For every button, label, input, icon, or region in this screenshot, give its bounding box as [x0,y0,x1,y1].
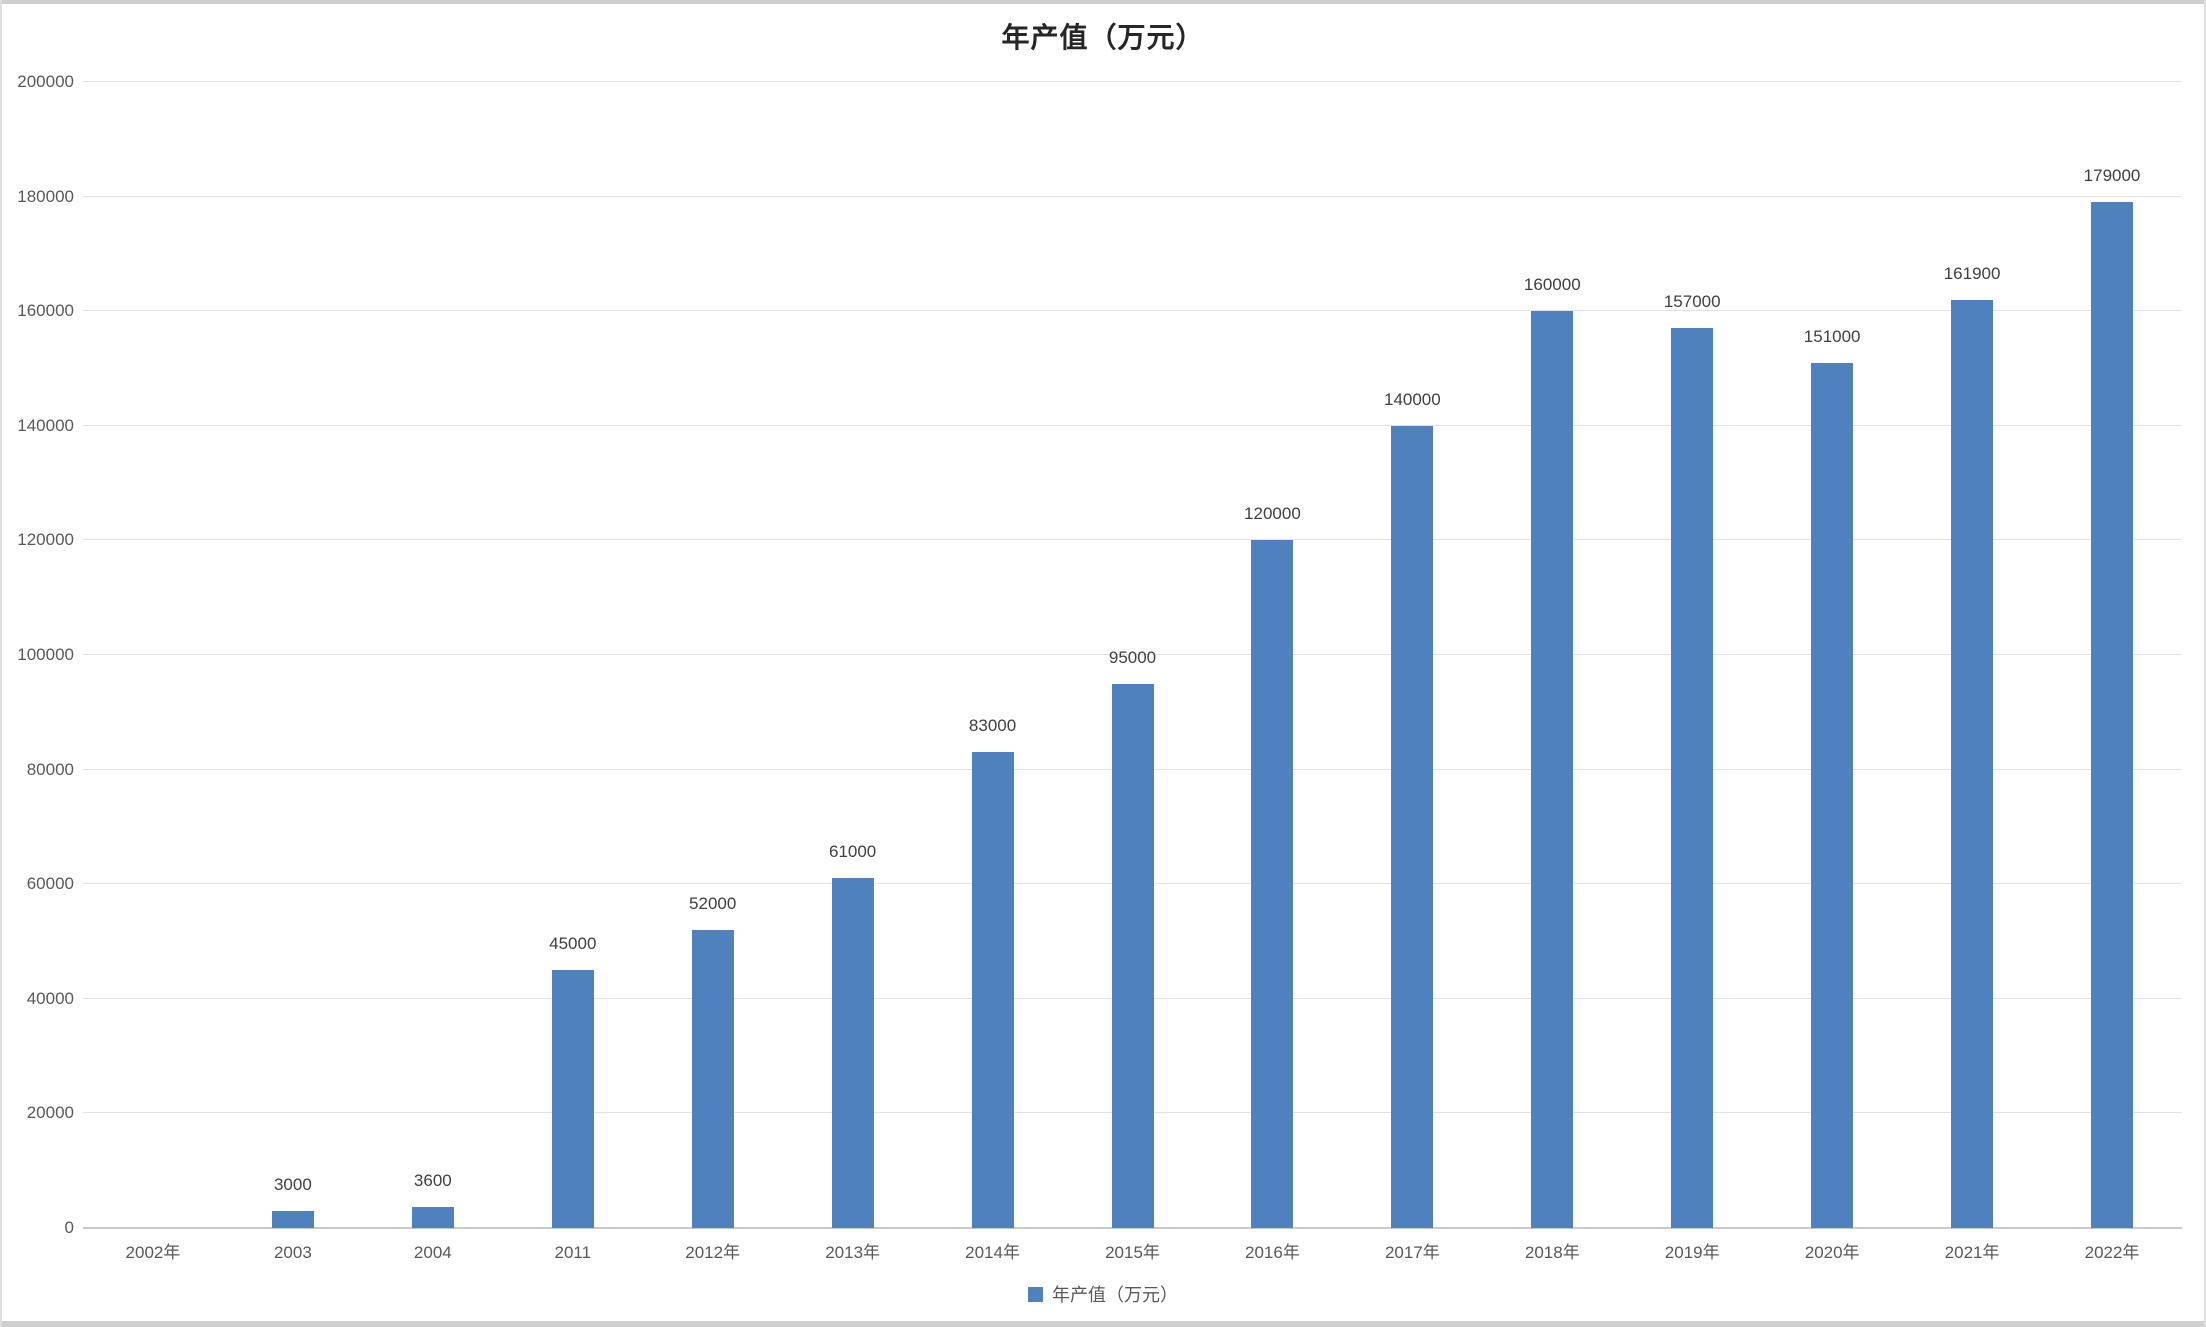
gridline [83,195,2182,197]
x-tick-label: 2018年 [1524,1243,1580,1262]
legend-marker-icon [1028,1286,1043,1302]
y-tick-label: 200000 [17,72,74,91]
x-tick-label: 2019年 [1664,1243,1720,1262]
x-tick-label: 2002年 [125,1243,181,1262]
y-tick-label: 20000 [26,1103,74,1123]
bar-value-label: 61000 [828,842,877,862]
bar [1391,425,1434,1228]
x-tick-label: 2020年 [1804,1243,1860,1262]
bar [1811,362,1854,1228]
bar [411,1207,454,1228]
x-tick-label: 2021年 [1944,1243,2000,1262]
gridline [83,424,2182,426]
y-tick-label: 180000 [17,186,74,206]
bar [971,752,1014,1228]
x-tick-label: 2012年 [685,1243,741,1262]
bar [1671,328,1714,1228]
y-tick-label: 140000 [17,415,74,435]
bar [1531,311,1574,1228]
frame-bottom-edge [0,1321,2206,1327]
x-tick-label: 2017年 [1384,1243,1440,1262]
x-axis-line [83,1227,2182,1229]
bar-value-label: 95000 [1108,647,1157,667]
y-tick-label: 60000 [26,874,74,894]
bar [1951,300,1994,1228]
gridline [83,539,2182,541]
frame-top-edge [0,0,2206,4]
bar-value-label: 3600 [413,1171,452,1191]
bar [2091,202,2134,1228]
bar [551,970,594,1228]
bar [831,878,874,1228]
x-tick-label: 2014年 [965,1243,1020,1262]
y-tick-label: 80000 [26,759,74,779]
y-tick-label: 0 [64,1218,74,1237]
y-tick-label: 160000 [17,301,74,321]
x-tick-label: 2013年 [825,1243,881,1262]
x-tick-label: 2015年 [1105,1243,1160,1262]
chart-title: 年产值（万元） [1001,21,1205,54]
gridline [83,81,2182,82]
bar-value-label: 83000 [968,716,1017,736]
gridline [83,654,2182,655]
frame-right-edge [2204,0,2206,1327]
bar-value-label: 120000 [1244,504,1301,524]
x-tick-label: 2004 [413,1243,452,1262]
frame-left-edge [0,0,2,1327]
bar [1111,683,1154,1228]
bar-value-label: 160000 [1523,275,1581,295]
bar-value-label: 140000 [1383,389,1441,409]
legend: 年产值（万元） [0,1281,2206,1307]
x-tick-label: 2003 [273,1243,312,1262]
x-tick-label: 2011 [554,1243,592,1262]
bar-value-label: 45000 [549,934,597,954]
legend-label: 年产值（万元） [1052,1285,1178,1306]
gridline [83,310,2182,312]
bar [271,1210,314,1228]
bar-value-label: 151000 [1803,326,1861,346]
bar [1251,540,1294,1228]
y-tick-label: 40000 [26,988,74,1008]
bar-value-label: 3000 [273,1174,312,1194]
bar [691,930,734,1228]
x-tick-label: 2016年 [1245,1243,1300,1262]
y-tick-label: 120000 [17,530,74,550]
bar-value-label: 157000 [1663,292,1721,312]
y-tick-label: 100000 [17,645,74,664]
bar-value-label: 52000 [689,894,737,914]
x-tick-label: 2022年 [2084,1243,2140,1262]
bar-value-label: 161900 [1943,264,2001,284]
bar-value-label: 179000 [2083,166,2141,186]
